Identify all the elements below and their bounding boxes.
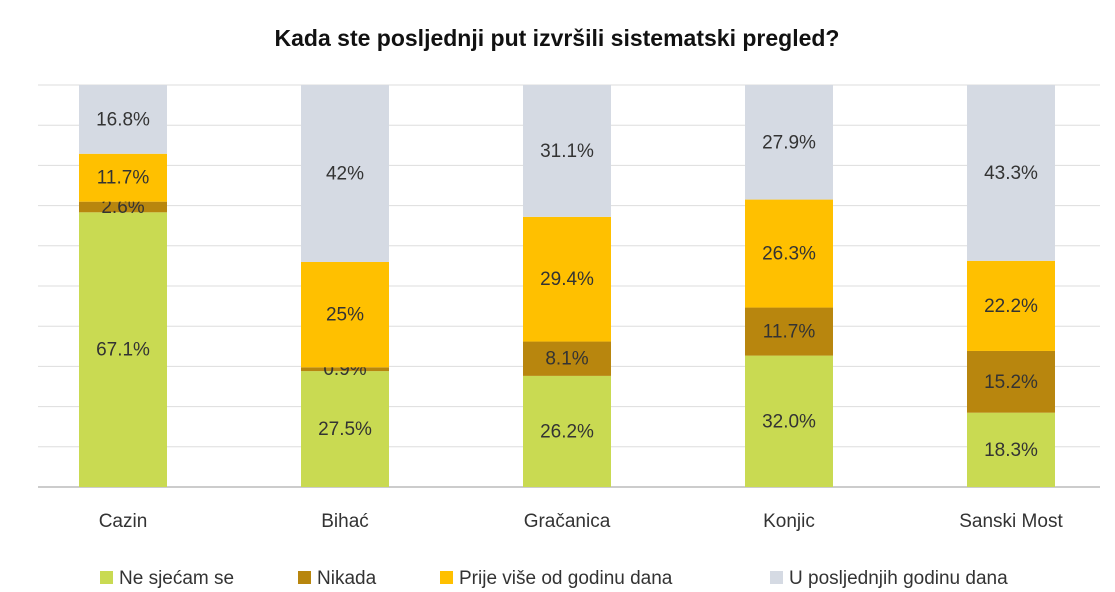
bar-segment bbox=[79, 212, 167, 487]
bar-segment bbox=[301, 261, 389, 368]
data-label: 25% bbox=[326, 305, 364, 326]
bar-segment bbox=[523, 216, 611, 342]
data-label: 16.8% bbox=[96, 109, 150, 130]
bar-segment bbox=[79, 201, 167, 213]
data-label: 15.2% bbox=[984, 372, 1038, 393]
data-label: 11.7% bbox=[97, 168, 150, 189]
bar-segment bbox=[967, 260, 1055, 351]
bar-segment bbox=[79, 153, 167, 202]
x-tick-label: Konjic bbox=[763, 511, 815, 532]
bar-segment bbox=[523, 85, 611, 217]
legend-swatch bbox=[100, 571, 113, 584]
bar-segment bbox=[301, 85, 389, 262]
data-label: 27.9% bbox=[762, 132, 816, 153]
data-label: 42% bbox=[326, 164, 364, 185]
legend-label: Ne sjećam se bbox=[119, 568, 234, 589]
bar-segment bbox=[967, 85, 1055, 261]
x-tick-label: Gračanica bbox=[524, 511, 611, 532]
data-label: 11.7% bbox=[763, 322, 816, 343]
x-tick-label: Sanski Most bbox=[959, 511, 1063, 532]
x-tick-label: Cazin bbox=[99, 511, 148, 532]
data-label: 27.5% bbox=[318, 419, 372, 440]
legend-swatch bbox=[770, 571, 783, 584]
bar-segment bbox=[745, 355, 833, 487]
legend-swatch bbox=[298, 571, 311, 584]
data-label: 31.1% bbox=[540, 141, 594, 162]
data-label: 26.2% bbox=[540, 421, 594, 442]
data-label: 67.1% bbox=[96, 340, 150, 361]
data-label: 43.3% bbox=[984, 163, 1038, 184]
bar-segment bbox=[523, 375, 611, 487]
x-tick-label: Bihać bbox=[321, 511, 369, 532]
bar-segment bbox=[745, 85, 833, 200]
data-label: 29.4% bbox=[540, 269, 594, 290]
data-label: 32.0% bbox=[762, 411, 816, 432]
data-label: 26.3% bbox=[762, 244, 816, 265]
data-label: 18.3% bbox=[984, 440, 1038, 461]
data-label: 8.1% bbox=[545, 349, 588, 370]
bar-segment bbox=[967, 412, 1055, 487]
chart-title: Kada ste posljednji put izvršili sistema… bbox=[275, 25, 840, 51]
legend-swatch bbox=[440, 571, 453, 584]
legend-label: U posljednjih godinu dana bbox=[789, 568, 1008, 589]
legend-label: Nikada bbox=[317, 568, 377, 589]
bar-segment bbox=[301, 367, 389, 372]
bar-segment bbox=[745, 307, 833, 356]
bar-segment bbox=[79, 85, 167, 154]
bar-segment bbox=[745, 199, 833, 308]
bar-segment bbox=[967, 350, 1055, 413]
legend-label: Prije više od godinu dana bbox=[459, 568, 673, 589]
bar-segment bbox=[301, 371, 389, 487]
data-label: 22.2% bbox=[984, 296, 1038, 317]
data-label: 2.6% bbox=[101, 197, 144, 218]
bar-segment bbox=[523, 341, 611, 376]
